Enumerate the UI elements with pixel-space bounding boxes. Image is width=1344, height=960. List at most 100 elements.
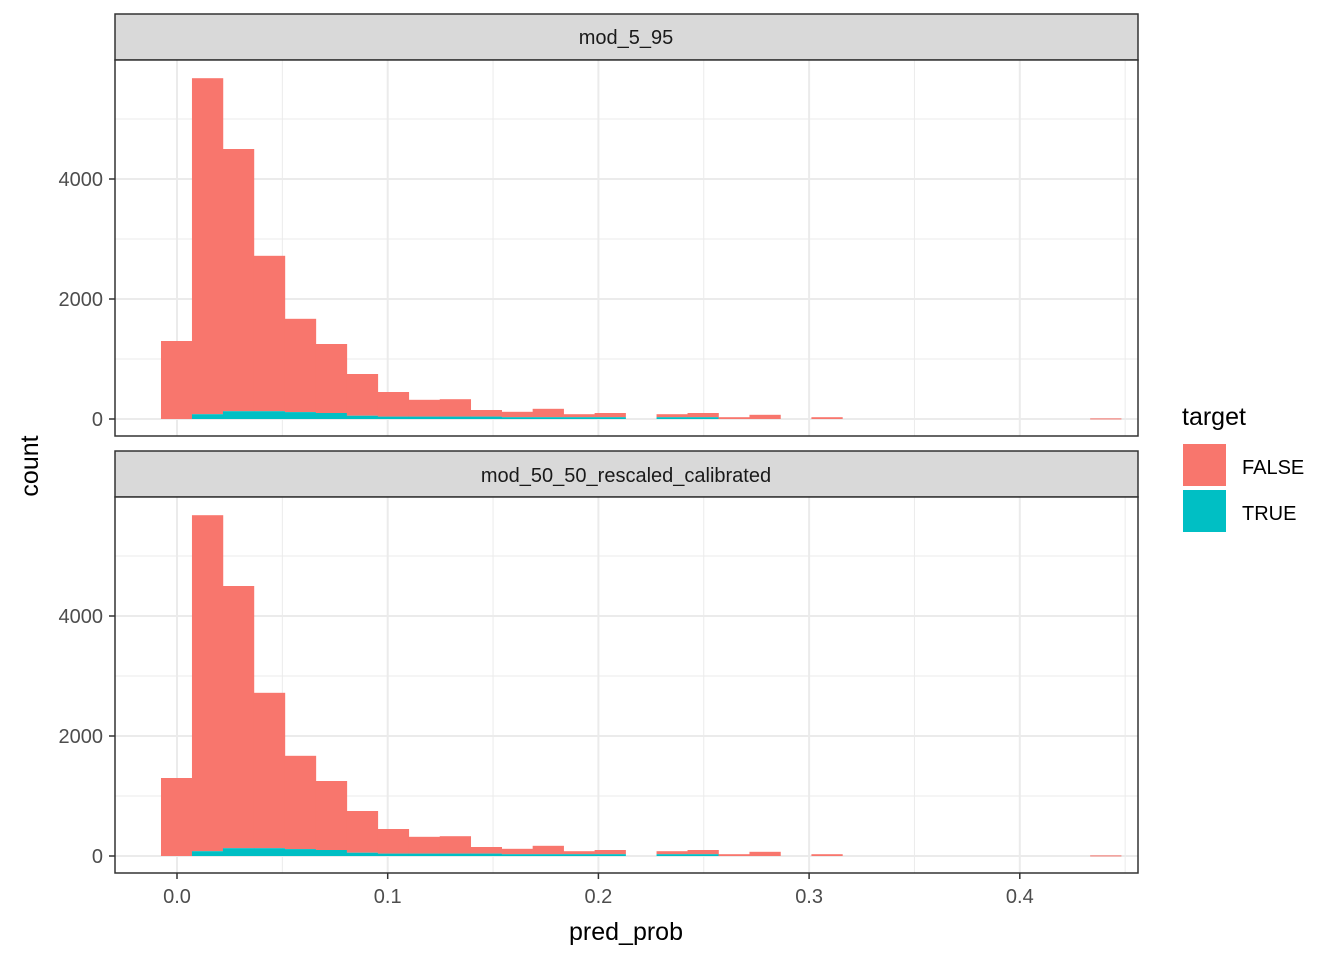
bar-true	[501, 854, 533, 856]
facet-panel-1: mod_5_95 0 2000 4000	[59, 13, 1139, 437]
x-tick-label: 0.2	[584, 886, 612, 908]
bar-false	[594, 850, 626, 855]
bar-true	[315, 850, 348, 856]
bar-false	[191, 78, 224, 415]
x-axis-title: pred_prob	[569, 918, 683, 946]
legend-key-true	[1183, 490, 1226, 532]
bar-false	[284, 318, 317, 413]
y-tick-label: 2000	[59, 289, 104, 311]
y-tick-label: 4000	[59, 606, 104, 628]
bar-false	[346, 374, 379, 416]
bar-true	[377, 416, 410, 419]
bar-true	[656, 854, 688, 856]
strip-background	[114, 450, 1139, 498]
bar-true	[439, 853, 472, 856]
x-axis: 0.0 0.1 0.2 0.3 0.4	[163, 873, 1034, 908]
bar-true	[191, 414, 224, 419]
bar-true	[408, 416, 441, 419]
bar-false	[1090, 418, 1122, 420]
panel-border	[114, 59, 1139, 437]
bar-true	[284, 849, 317, 856]
legend: target FALSE TRUE	[1182, 403, 1304, 532]
bar-false	[501, 848, 533, 855]
legend-title: target	[1182, 403, 1246, 431]
facet-title: mod_5_95	[579, 27, 674, 49]
bar-true	[222, 848, 255, 856]
bar-true	[346, 852, 379, 856]
bar-true	[594, 854, 626, 856]
bar-false	[532, 845, 564, 855]
x-tick-label: 0.1	[374, 886, 402, 908]
histogram-bars	[160, 515, 1122, 857]
bar-true	[191, 851, 224, 856]
bar-false	[253, 255, 286, 412]
bar-true	[315, 413, 348, 419]
bar-true	[222, 411, 255, 419]
bar-false	[749, 414, 781, 419]
histogram-bars	[160, 78, 1122, 420]
bar-true	[253, 848, 286, 856]
bar-false	[532, 408, 564, 418]
bar-false	[470, 410, 502, 417]
bar-false	[284, 755, 317, 850]
bar-false	[563, 851, 595, 855]
bar-false	[811, 854, 843, 856]
y-tick-label: 0	[92, 846, 103, 868]
bar-false	[222, 586, 255, 849]
bar-false	[439, 836, 472, 854]
strip-background	[114, 13, 1139, 61]
bar-false	[687, 413, 719, 418]
bar-false	[687, 850, 719, 855]
bar-true	[408, 853, 441, 856]
bar-false	[160, 778, 193, 856]
bar-false	[501, 411, 533, 418]
x-tick-label: 0.0	[163, 886, 191, 908]
bar-false	[594, 413, 626, 418]
bar-true	[439, 416, 472, 419]
legend-key-false	[1183, 444, 1226, 486]
bar-false	[718, 854, 750, 856]
bar-false	[160, 341, 193, 419]
bar-true	[687, 854, 719, 856]
panel-border	[114, 496, 1139, 874]
bar-true	[532, 417, 564, 419]
bar-true	[656, 417, 688, 419]
bar-true	[501, 417, 533, 419]
x-tick-label: 0.3	[795, 886, 823, 908]
bar-true	[687, 417, 719, 419]
bar-false	[718, 417, 750, 419]
bar-false	[408, 399, 441, 417]
bar-false	[377, 392, 410, 417]
bar-true	[470, 853, 502, 856]
facet-panel-2: mod_50_50_rescaled_calibrated 0 2000 4000	[59, 450, 1139, 874]
bar-true	[346, 415, 379, 419]
facet-title: mod_50_50_rescaled_calibrated	[481, 465, 771, 487]
bar-false	[811, 417, 843, 419]
bar-true	[377, 853, 410, 856]
bar-true	[532, 854, 564, 856]
bar-false	[439, 399, 472, 417]
bar-false	[408, 836, 441, 854]
bar-false	[191, 515, 224, 852]
bar-false	[656, 851, 688, 855]
bar-true	[563, 417, 595, 419]
bar-false	[563, 414, 595, 418]
bar-false	[346, 811, 379, 853]
y-axis-title: count	[16, 435, 44, 496]
bar-false	[315, 781, 348, 850]
bar-false	[315, 344, 348, 413]
bar-true	[470, 416, 502, 419]
bar-true	[594, 417, 626, 419]
y-tick-label: 2000	[59, 726, 104, 748]
bar-true	[284, 412, 317, 419]
y-tick-label: 4000	[59, 169, 104, 191]
y-tick-label: 0	[92, 409, 103, 431]
bar-false	[222, 149, 255, 412]
bar-false	[470, 847, 502, 854]
legend-label-false: FALSE	[1242, 457, 1304, 479]
bar-true	[563, 854, 595, 856]
bar-true	[253, 411, 286, 419]
bar-false	[749, 851, 781, 856]
legend-label-true: TRUE	[1242, 503, 1296, 525]
